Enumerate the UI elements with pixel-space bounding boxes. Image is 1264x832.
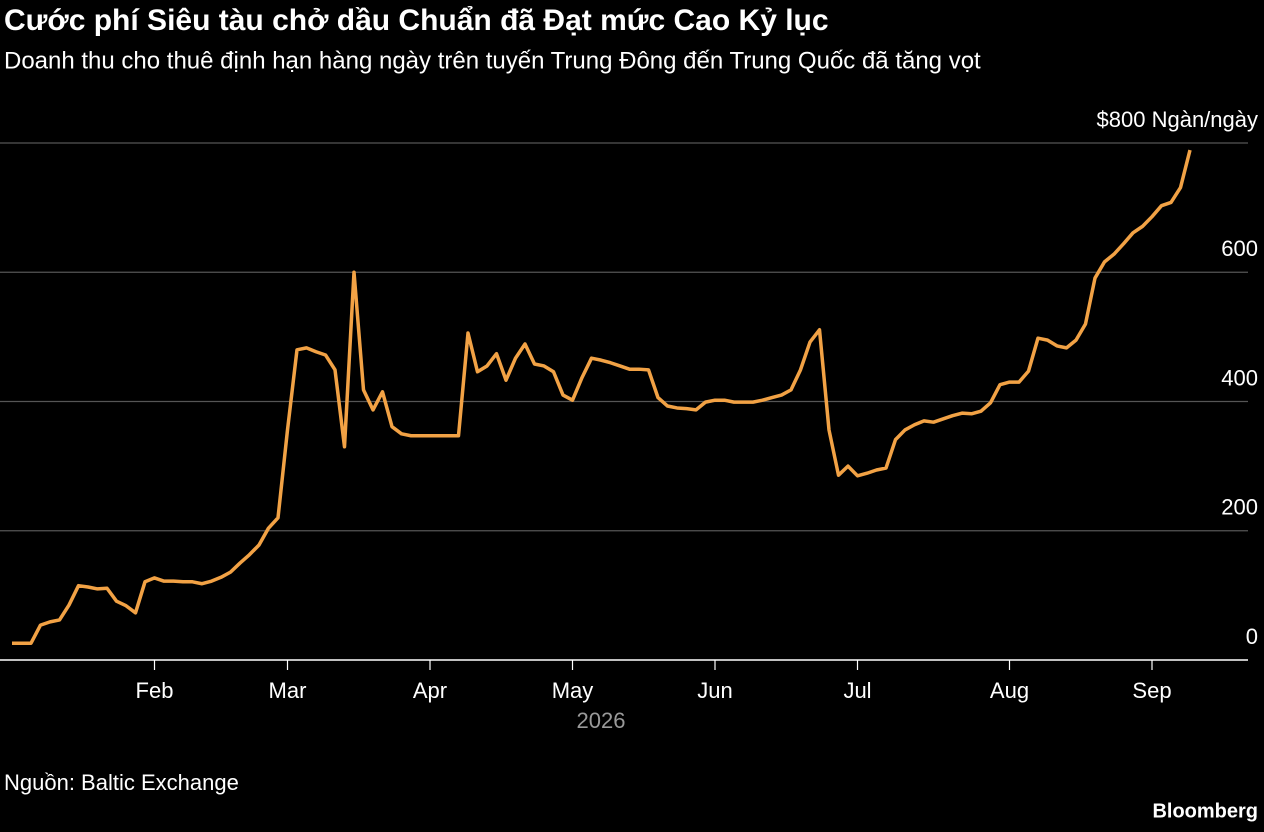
- brand: Bloomberg: [1152, 800, 1258, 822]
- y-tick-label: $800 Ngàn/ngày: [1097, 107, 1258, 132]
- x-tick-label: Apr: [413, 678, 447, 703]
- chart-title: Cước phí Siêu tàu chở dầu Chuẩn đã Đạt m…: [4, 4, 829, 37]
- x-tick-label: Feb: [136, 678, 174, 703]
- source: Nguồn: Baltic Exchange: [4, 770, 239, 795]
- y-tick-label: 400: [1221, 365, 1258, 390]
- x-tick-label: Jun: [697, 678, 732, 703]
- line: [12, 149, 1192, 645]
- y-tick-label: 200: [1221, 495, 1258, 520]
- y-tick-label: 0: [1246, 624, 1258, 649]
- y-tick-label: 600: [1221, 236, 1258, 261]
- x-tick-label: Aug: [990, 678, 1029, 703]
- x-tick-label: Jul: [843, 678, 871, 703]
- x-tick-label: Mar: [269, 678, 307, 703]
- x-axis-title: 2026: [577, 708, 626, 733]
- x-tick-label: May: [552, 678, 594, 703]
- x-tick-label: Sep: [1132, 678, 1171, 703]
- chart-subtitle: Doanh thu cho thuê định hạn hàng ngày tr…: [4, 47, 981, 74]
